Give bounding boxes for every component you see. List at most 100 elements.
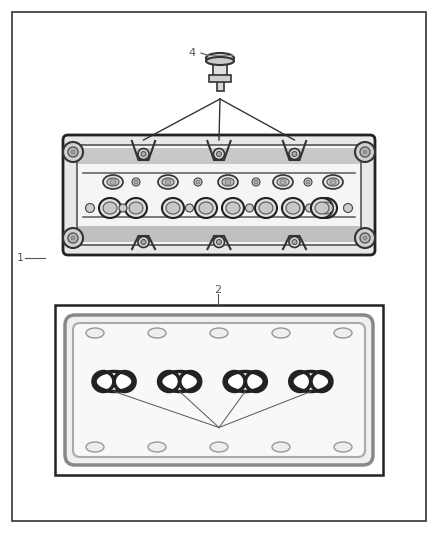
- Text: 3: 3: [215, 427, 223, 438]
- Ellipse shape: [334, 442, 352, 452]
- Ellipse shape: [159, 372, 180, 392]
- Circle shape: [292, 151, 297, 157]
- Circle shape: [132, 178, 140, 186]
- Ellipse shape: [210, 442, 228, 452]
- Ellipse shape: [206, 53, 234, 63]
- Circle shape: [280, 179, 286, 185]
- Circle shape: [292, 239, 297, 245]
- Ellipse shape: [222, 198, 244, 218]
- FancyBboxPatch shape: [63, 135, 375, 255]
- Ellipse shape: [311, 372, 332, 392]
- Circle shape: [363, 236, 367, 240]
- Ellipse shape: [224, 372, 245, 392]
- Ellipse shape: [273, 175, 293, 189]
- Circle shape: [306, 180, 310, 184]
- Ellipse shape: [272, 328, 290, 338]
- Circle shape: [254, 180, 258, 184]
- Ellipse shape: [195, 198, 217, 218]
- Ellipse shape: [311, 198, 333, 218]
- Circle shape: [186, 204, 194, 212]
- Ellipse shape: [180, 372, 201, 392]
- Circle shape: [194, 178, 202, 186]
- Ellipse shape: [107, 178, 119, 186]
- Ellipse shape: [206, 57, 234, 65]
- Circle shape: [216, 239, 222, 245]
- Circle shape: [119, 204, 127, 212]
- Ellipse shape: [199, 202, 213, 214]
- Circle shape: [63, 228, 83, 248]
- Circle shape: [138, 237, 149, 247]
- Circle shape: [305, 204, 314, 212]
- Ellipse shape: [114, 372, 135, 392]
- Circle shape: [138, 149, 149, 159]
- Circle shape: [71, 236, 75, 240]
- Text: 1: 1: [17, 253, 24, 263]
- Ellipse shape: [86, 328, 104, 338]
- Circle shape: [216, 151, 222, 157]
- Ellipse shape: [255, 198, 277, 218]
- Ellipse shape: [166, 202, 180, 214]
- FancyBboxPatch shape: [73, 323, 365, 457]
- Circle shape: [225, 179, 231, 185]
- Bar: [209, 75, 231, 82]
- Ellipse shape: [125, 198, 147, 218]
- Ellipse shape: [99, 198, 121, 218]
- Circle shape: [360, 233, 370, 243]
- Circle shape: [85, 204, 95, 213]
- FancyBboxPatch shape: [65, 315, 373, 465]
- Circle shape: [246, 204, 254, 212]
- Bar: [55, 305, 383, 475]
- Circle shape: [165, 179, 171, 185]
- Text: 2: 2: [215, 285, 222, 295]
- Circle shape: [141, 239, 146, 245]
- Ellipse shape: [103, 175, 123, 189]
- Circle shape: [360, 147, 370, 157]
- Circle shape: [134, 180, 138, 184]
- Ellipse shape: [162, 198, 184, 218]
- Ellipse shape: [323, 175, 343, 189]
- Text: 4: 4: [188, 48, 195, 58]
- Circle shape: [213, 237, 225, 247]
- Ellipse shape: [129, 202, 143, 214]
- Ellipse shape: [86, 442, 104, 452]
- Circle shape: [363, 150, 367, 154]
- Circle shape: [252, 178, 260, 186]
- Circle shape: [355, 228, 375, 248]
- Circle shape: [343, 204, 353, 213]
- Circle shape: [110, 179, 116, 185]
- Ellipse shape: [226, 202, 240, 214]
- Circle shape: [213, 149, 225, 159]
- Ellipse shape: [162, 178, 174, 186]
- Ellipse shape: [277, 178, 289, 186]
- Ellipse shape: [315, 202, 329, 214]
- Circle shape: [355, 142, 375, 162]
- Ellipse shape: [259, 202, 273, 214]
- Circle shape: [330, 179, 336, 185]
- Circle shape: [289, 237, 300, 247]
- Bar: [213, 61, 227, 81]
- Ellipse shape: [103, 202, 117, 214]
- Circle shape: [304, 178, 312, 186]
- Ellipse shape: [148, 442, 166, 452]
- Ellipse shape: [272, 442, 290, 452]
- Ellipse shape: [93, 372, 114, 392]
- Ellipse shape: [319, 202, 333, 214]
- Circle shape: [68, 147, 78, 157]
- Circle shape: [68, 233, 78, 243]
- Ellipse shape: [334, 328, 352, 338]
- Ellipse shape: [327, 178, 339, 186]
- Ellipse shape: [286, 202, 300, 214]
- Circle shape: [71, 150, 75, 154]
- Ellipse shape: [290, 372, 311, 392]
- FancyBboxPatch shape: [77, 145, 361, 245]
- Circle shape: [63, 142, 83, 162]
- Circle shape: [141, 151, 146, 157]
- Bar: [216, 81, 223, 91]
- Bar: [78, 148, 360, 164]
- Ellipse shape: [282, 198, 304, 218]
- Ellipse shape: [218, 175, 238, 189]
- Ellipse shape: [245, 372, 266, 392]
- Circle shape: [289, 149, 300, 159]
- Ellipse shape: [158, 175, 178, 189]
- Bar: [78, 226, 360, 242]
